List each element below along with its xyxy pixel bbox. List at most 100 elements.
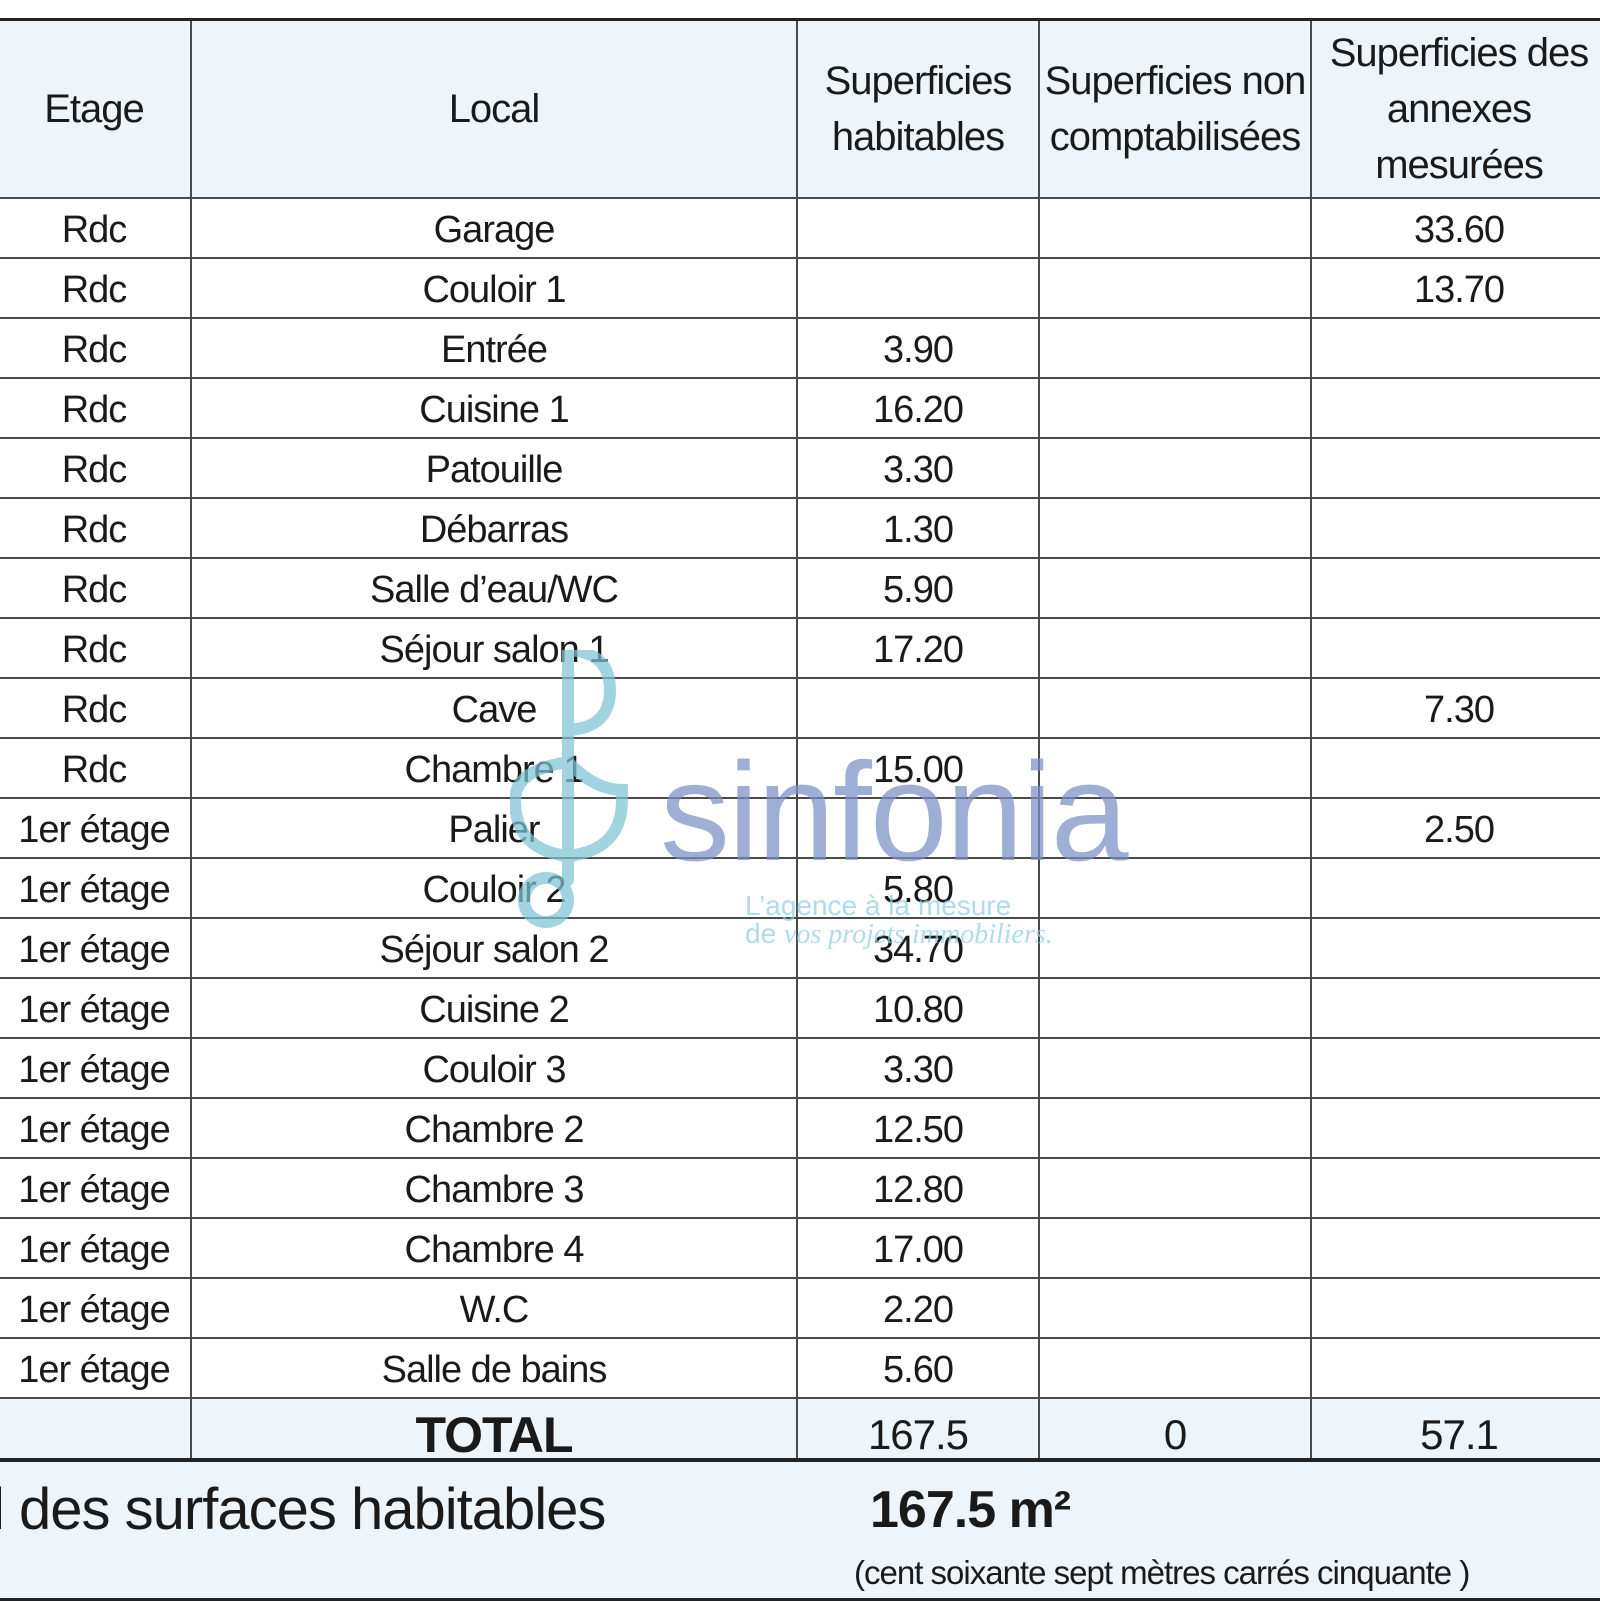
cell-annexes xyxy=(1310,1097,1600,1159)
cell-local: Cuisine 1 xyxy=(190,377,798,439)
total-etage-empty xyxy=(0,1397,192,1474)
cell-etage: Rdc xyxy=(0,737,192,799)
table-row: 1er étage Séjour salon 2 34.70 xyxy=(0,917,1600,979)
cell-etage: Rdc xyxy=(0,377,192,439)
cell-etage: 1er étage xyxy=(0,1097,192,1159)
table-row: Rdc Séjour salon 1 17.20 xyxy=(0,617,1600,679)
cell-non-comptabilisees xyxy=(1038,317,1312,379)
surface-table: Etage Local Superficies habitables Super… xyxy=(0,18,1600,1475)
cell-habitables xyxy=(796,677,1040,739)
header-local: Local xyxy=(190,18,798,199)
summary-band: l des surfaces habitables 167.5 m² (cent… xyxy=(0,1458,1600,1601)
header-habitables: Superficies habitables xyxy=(796,18,1040,199)
cell-habitables xyxy=(796,257,1040,319)
table-row: Rdc Patouille 3.30 xyxy=(0,437,1600,499)
table-row: Rdc Débarras 1.30 xyxy=(0,497,1600,559)
cell-annexes xyxy=(1310,557,1600,619)
cell-local: Salle d’eau/WC xyxy=(190,557,798,619)
cell-habitables: 2.20 xyxy=(796,1277,1040,1339)
cell-non-comptabilisees xyxy=(1038,1277,1312,1339)
cell-habitables: 12.50 xyxy=(796,1097,1040,1159)
table-row: Rdc Cuisine 1 16.20 xyxy=(0,377,1600,439)
cell-local: Salle de bains xyxy=(190,1337,798,1399)
cell-habitables: 3.30 xyxy=(796,437,1040,499)
cell-annexes: 7.30 xyxy=(1310,677,1600,739)
cell-habitables: 12.80 xyxy=(796,1157,1040,1219)
cell-local: Couloir 1 xyxy=(190,257,798,319)
header-etage: Etage xyxy=(0,18,192,199)
cell-etage: 1er étage xyxy=(0,1217,192,1279)
cell-local: Cuisine 2 xyxy=(190,977,798,1039)
cell-etage: 1er étage xyxy=(0,797,192,859)
cell-local: Patouille xyxy=(190,437,798,499)
cell-habitables: 17.20 xyxy=(796,617,1040,679)
cell-etage: 1er étage xyxy=(0,917,192,979)
cell-local: Chambre 3 xyxy=(190,1157,798,1219)
cell-habitables: 34.70 xyxy=(796,917,1040,979)
cell-non-comptabilisees xyxy=(1038,677,1312,739)
cell-non-comptabilisees xyxy=(1038,1337,1312,1399)
table-row: Rdc Couloir 1 13.70 xyxy=(0,257,1600,319)
cell-etage: Rdc xyxy=(0,317,192,379)
table-row: Rdc Chambre 1 15.00 xyxy=(0,737,1600,799)
cell-annexes xyxy=(1310,317,1600,379)
cell-non-comptabilisees xyxy=(1038,737,1312,799)
cell-annexes xyxy=(1310,857,1600,919)
cell-habitables xyxy=(796,797,1040,859)
cell-local: Débarras xyxy=(190,497,798,559)
cell-etage: Rdc xyxy=(0,197,192,259)
cell-annexes xyxy=(1310,977,1600,1039)
cell-etage: Rdc xyxy=(0,557,192,619)
cell-habitables: 3.90 xyxy=(796,317,1040,379)
cell-non-comptabilisees xyxy=(1038,497,1312,559)
cell-non-comptabilisees xyxy=(1038,1097,1312,1159)
cell-habitables: 15.00 xyxy=(796,737,1040,799)
cell-etage: 1er étage xyxy=(0,1277,192,1339)
cell-non-comptabilisees xyxy=(1038,1217,1312,1279)
cell-local: Séjour salon 2 xyxy=(190,917,798,979)
cell-annexes xyxy=(1310,737,1600,799)
table-row: 1er étage Palier 2.50 xyxy=(0,797,1600,859)
cell-annexes xyxy=(1310,497,1600,559)
cell-etage: Rdc xyxy=(0,257,192,319)
cell-local: Couloir 3 xyxy=(190,1037,798,1099)
cell-habitables: 5.80 xyxy=(796,857,1040,919)
cell-non-comptabilisees xyxy=(1038,977,1312,1039)
table-row: 1er étage Salle de bains 5.60 xyxy=(0,1337,1600,1399)
cell-non-comptabilisees xyxy=(1038,377,1312,439)
cell-local: Chambre 2 xyxy=(190,1097,798,1159)
table-row: Rdc Salle d’eau/WC 5.90 xyxy=(0,557,1600,619)
cell-annexes xyxy=(1310,437,1600,499)
cell-etage: Rdc xyxy=(0,497,192,559)
table-header-row: Etage Local Superficies habitables Super… xyxy=(0,18,1600,199)
cell-habitables: 5.90 xyxy=(796,557,1040,619)
table-row: 1er étage Chambre 4 17.00 xyxy=(0,1217,1600,1279)
cell-annexes: 2.50 xyxy=(1310,797,1600,859)
table-row: 1er étage Couloir 3 3.30 xyxy=(0,1037,1600,1099)
cell-annexes: 33.60 xyxy=(1310,197,1600,259)
cell-habitables xyxy=(796,197,1040,259)
header-non-comptabilisees: Superficies non comptabilisées xyxy=(1038,18,1312,199)
cell-etage: 1er étage xyxy=(0,857,192,919)
cell-non-comptabilisees xyxy=(1038,257,1312,319)
cell-etage: Rdc xyxy=(0,677,192,739)
cell-annexes xyxy=(1310,1217,1600,1279)
cell-local: Cave xyxy=(190,677,798,739)
table-row: 1er étage Cuisine 2 10.80 xyxy=(0,977,1600,1039)
cell-annexes xyxy=(1310,1157,1600,1219)
cell-local: Chambre 1 xyxy=(190,737,798,799)
cell-annexes xyxy=(1310,377,1600,439)
cell-annexes xyxy=(1310,617,1600,679)
cell-etage: 1er étage xyxy=(0,977,192,1039)
cell-non-comptabilisees xyxy=(1038,797,1312,859)
cell-etage: 1er étage xyxy=(0,1337,192,1399)
table-row: Rdc Cave 7.30 xyxy=(0,677,1600,739)
cell-annexes xyxy=(1310,1277,1600,1339)
cell-non-comptabilisees xyxy=(1038,857,1312,919)
cell-local: W.C xyxy=(190,1277,798,1339)
summary-value: 167.5 m² xyxy=(870,1481,1071,1539)
cell-non-comptabilisees xyxy=(1038,1157,1312,1219)
cell-habitables: 17.00 xyxy=(796,1217,1040,1279)
table-row: 1er étage Couloir 2 5.80 xyxy=(0,857,1600,919)
cell-habitables: 5.60 xyxy=(796,1337,1040,1399)
